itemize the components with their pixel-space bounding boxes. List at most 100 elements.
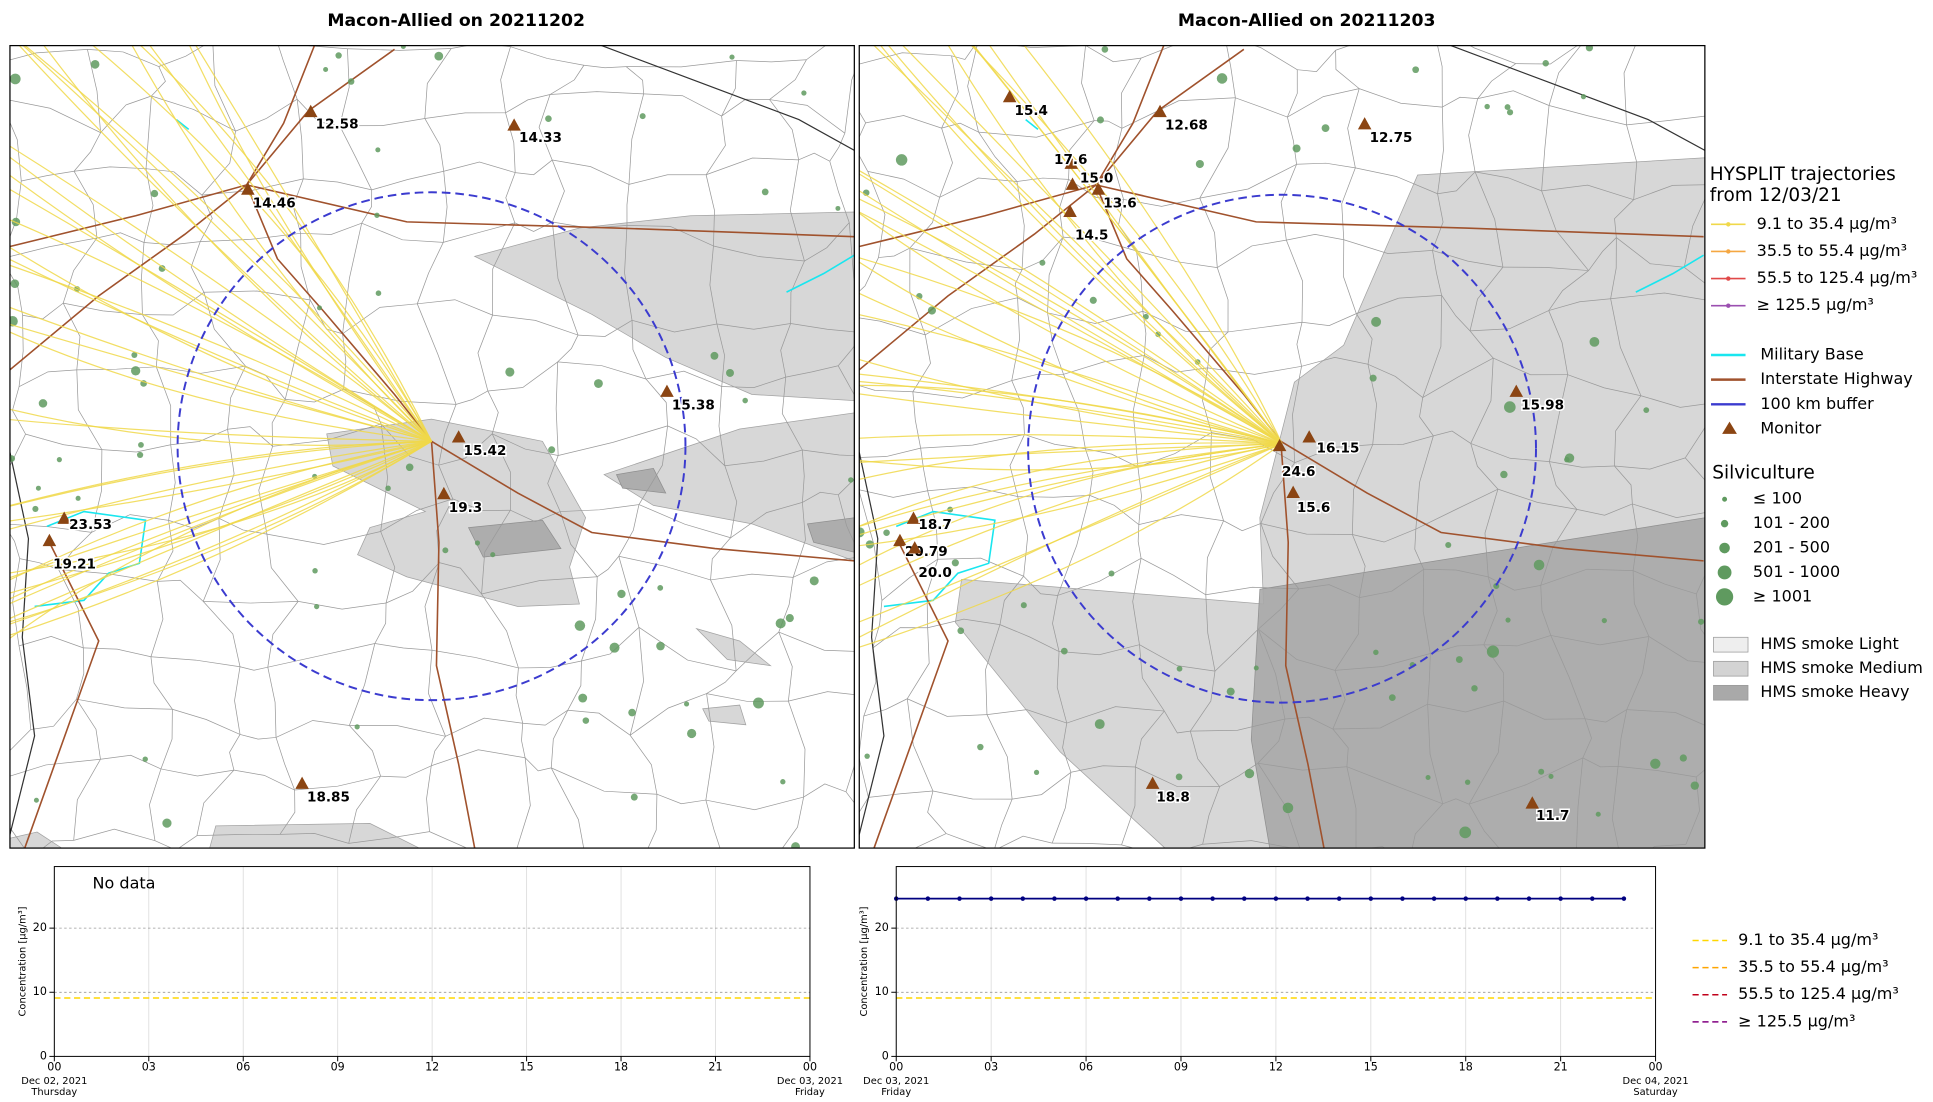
county-line [76, 366, 157, 371]
state-border [1450, 45, 1705, 151]
legend-swatch [1713, 660, 1749, 677]
county-line [1540, 568, 1634, 586]
county-line [342, 303, 418, 335]
county-line [778, 631, 855, 652]
silviculture-site [90, 60, 100, 69]
county-line [937, 557, 1024, 577]
silviculture-site [780, 779, 786, 785]
county-line [1576, 503, 1633, 516]
legend-label: ≤ 100 [1753, 489, 1802, 508]
county-line [552, 221, 628, 229]
trajectory [9, 440, 432, 605]
county-line [1352, 534, 1366, 598]
monitor [437, 486, 451, 500]
county-line [724, 465, 738, 538]
legend-marker [1726, 276, 1731, 281]
county-line [552, 159, 630, 185]
county-line [1614, 395, 1642, 466]
interstate [1280, 440, 1704, 562]
county-line [1052, 842, 1122, 846]
trajectory [859, 433, 1283, 445]
county-line [271, 399, 286, 447]
county-line [788, 691, 855, 702]
county-line [275, 720, 350, 738]
county-line [1189, 671, 1216, 732]
trajectory [859, 314, 1283, 445]
legend-label: 35.5 to 55.4 µg/m³ [1738, 957, 1888, 976]
county-line [1136, 250, 1218, 268]
silviculture-site [142, 756, 148, 762]
county-line [1016, 181, 1025, 270]
silviculture-site [1195, 159, 1204, 169]
county-line [9, 433, 26, 467]
silviculture-site [1412, 66, 1420, 74]
county-line [1423, 568, 1489, 578]
monitor [57, 511, 71, 524]
county-line [298, 601, 387, 610]
monitor-label: 19.3 [449, 500, 482, 516]
county-line [806, 45, 826, 61]
county-line [872, 600, 883, 649]
legend-marker [1717, 565, 1732, 580]
monitor-label: 15.98 [1521, 398, 1564, 414]
series-marker [1368, 896, 1374, 901]
monitor-label: 12.75 [1370, 130, 1413, 146]
county-line [626, 60, 737, 68]
silviculture-site [726, 369, 734, 377]
trajectory [9, 306, 432, 442]
legend-marker [1722, 496, 1728, 502]
silviculture-site [1471, 685, 1478, 692]
county-line [994, 799, 1013, 849]
county-line [1257, 628, 1286, 720]
county-line [1616, 237, 1685, 268]
county-line [1189, 731, 1220, 787]
county-line [73, 132, 101, 172]
silviculture-site [9, 455, 16, 462]
y-tick-label: 0 [882, 1049, 889, 1062]
county-line [1202, 840, 1294, 849]
county-line [1139, 644, 1216, 672]
county-line [1359, 568, 1424, 598]
county-line [196, 769, 235, 836]
county-line [279, 833, 349, 844]
county-line [629, 627, 644, 736]
county-line [9, 758, 101, 777]
county-line [706, 693, 789, 702]
county-line [431, 649, 519, 669]
county-line [785, 365, 839, 378]
county-line [424, 562, 440, 651]
county-line [780, 323, 791, 378]
silviculture-site [1548, 773, 1554, 779]
monitor-label: 12.58 [316, 116, 359, 132]
county-line [1422, 569, 1431, 654]
county-line [1584, 709, 1627, 723]
legend-label: 101 - 200 [1753, 513, 1830, 532]
county-line [347, 48, 452, 51]
trajectory [859, 443, 1283, 528]
county-line [1617, 709, 1628, 767]
county-line [838, 478, 855, 496]
y-tick-label: 10 [875, 985, 889, 998]
trajectory [873, 45, 1283, 445]
trajectory [859, 393, 1283, 445]
county-line [73, 166, 147, 172]
county-line [552, 222, 579, 336]
silviculture-site [1580, 93, 1587, 100]
county-line [481, 510, 511, 595]
interstate [245, 45, 476, 849]
trajectory [859, 373, 1283, 445]
silviculture-site [761, 188, 769, 196]
county-line [1056, 651, 1068, 724]
silviculture-site [628, 708, 636, 717]
x-tick-label: 12 [1269, 1060, 1283, 1073]
silviculture-site [548, 446, 556, 454]
trajectory [859, 443, 1283, 648]
county-line [157, 579, 204, 602]
trajectory [9, 440, 432, 594]
county-line [978, 120, 1095, 138]
county-line [505, 94, 551, 114]
county-line [1541, 184, 1634, 201]
county-line [547, 455, 561, 512]
county-line [349, 725, 446, 737]
series-marker [1178, 896, 1184, 901]
